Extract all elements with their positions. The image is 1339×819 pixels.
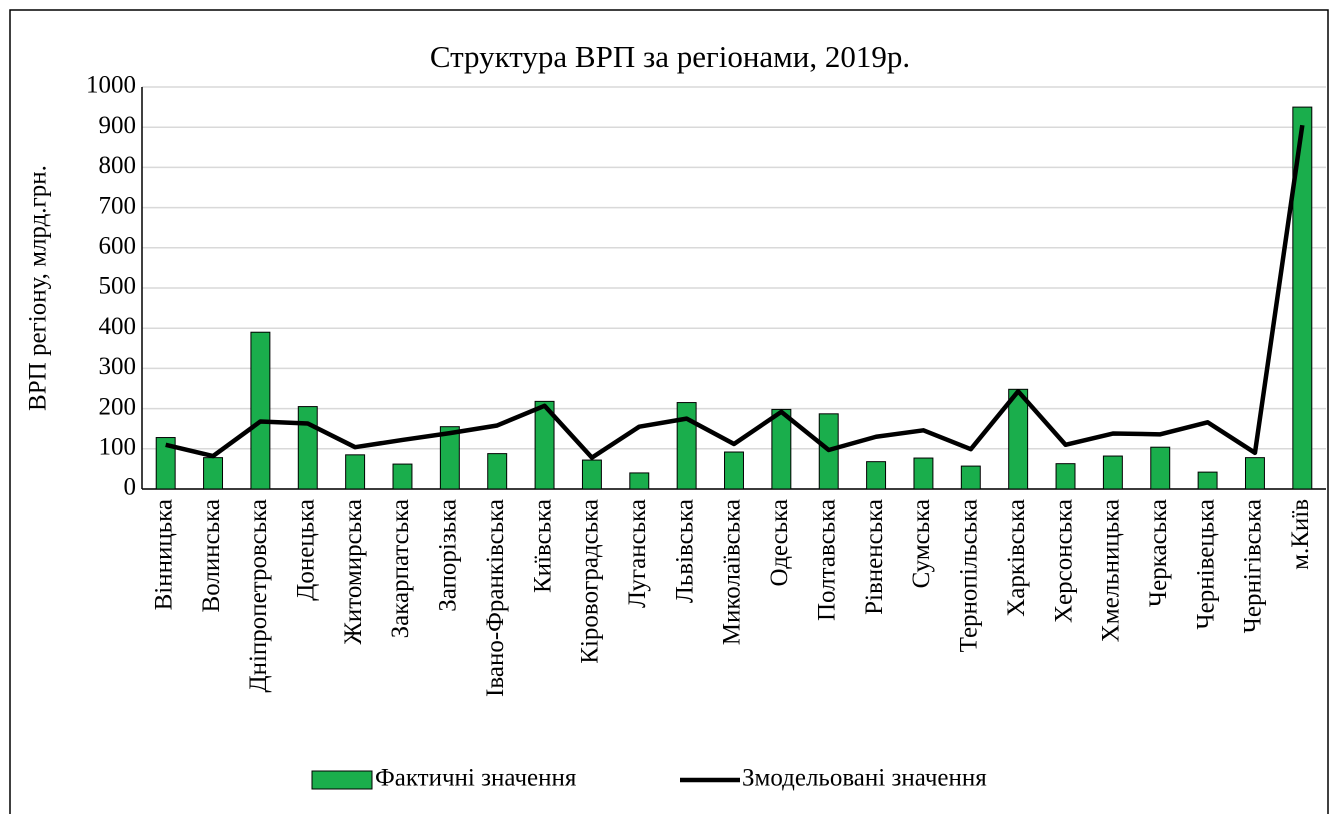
x-tick-label: Кіровоградська xyxy=(577,499,604,664)
bar xyxy=(866,461,887,490)
y-axis-label: ВРП регіону, млрд.грн. xyxy=(25,165,52,411)
bar xyxy=(1292,106,1313,490)
bar xyxy=(534,400,555,490)
x-tick-label: Житомирська xyxy=(340,499,367,644)
bar xyxy=(960,465,981,490)
x-tick-label: Тернопільська xyxy=(956,499,983,652)
x-tick-label: Дніпропетровська xyxy=(245,499,272,692)
y-tick-label: 1000 xyxy=(86,72,136,99)
chart-title: Структура ВРП за регіонами, 2019р. xyxy=(430,39,910,74)
bar xyxy=(439,426,460,490)
bar xyxy=(676,402,697,490)
legend-swatch xyxy=(311,770,373,790)
x-tick-label: Херсонська xyxy=(1050,499,1077,623)
chart-border xyxy=(9,9,1329,819)
x-tick-label: Миколаївська xyxy=(719,499,746,645)
y-tick-label: 0 xyxy=(124,474,137,501)
x-tick-label: Київська xyxy=(529,499,556,593)
x-tick-label: Одеська xyxy=(766,499,793,587)
y-tick-label: 100 xyxy=(99,434,137,461)
x-tick-label: Запорізька xyxy=(435,499,462,612)
y-tick-label: 300 xyxy=(99,353,137,380)
x-tick-label: Вінницька xyxy=(150,499,177,610)
bar xyxy=(724,451,744,490)
y-tick-label: 200 xyxy=(99,393,137,420)
bar xyxy=(581,459,602,490)
bar xyxy=(629,472,650,490)
y-tick-label: 700 xyxy=(99,192,137,219)
x-tick-label: Львівська xyxy=(671,499,698,603)
x-tick-label: Чернігівська xyxy=(1240,499,1267,633)
y-tick-label: 500 xyxy=(99,273,137,300)
legend-label: Фактичні значення xyxy=(375,765,577,792)
x-tick-label: Чернівецька xyxy=(1192,499,1219,630)
bar xyxy=(487,453,508,490)
bar xyxy=(392,463,413,490)
x-tick-label: Хмельницька xyxy=(1098,499,1125,642)
legend-label: Змодельовані значення xyxy=(742,765,987,792)
x-tick-label: Сумська xyxy=(908,499,935,588)
bar xyxy=(1008,388,1029,490)
bar xyxy=(203,457,224,490)
x-tick-label: Харківська xyxy=(1003,499,1030,617)
bar xyxy=(1150,446,1171,490)
x-tick-label: Луганська xyxy=(624,499,651,608)
x-tick-label: Закарпатська xyxy=(387,499,414,638)
bar xyxy=(1197,471,1218,490)
x-tick-label: м.Київ xyxy=(1287,499,1314,570)
x-tick-label: Полтавська xyxy=(813,499,840,621)
y-tick-label: 900 xyxy=(99,112,137,139)
x-tick-label: Рівненська xyxy=(861,499,888,615)
bar xyxy=(771,408,792,490)
y-tick-label: 600 xyxy=(99,233,137,260)
x-tick-label: Івано-Франківська xyxy=(482,499,509,697)
bar xyxy=(1244,457,1265,490)
y-tick-label: 800 xyxy=(99,152,137,179)
bar xyxy=(297,406,318,490)
bar xyxy=(155,437,176,490)
bar xyxy=(345,454,366,490)
x-tick-label: Черкаська xyxy=(1145,499,1172,607)
x-tick-label: Волинська xyxy=(198,499,225,612)
bar xyxy=(1055,463,1076,490)
bar xyxy=(1102,455,1123,490)
bar xyxy=(913,457,934,490)
x-tick-label: Донецька xyxy=(292,499,319,601)
y-tick-label: 400 xyxy=(99,313,137,340)
bar xyxy=(250,331,271,490)
line xyxy=(165,124,1305,460)
